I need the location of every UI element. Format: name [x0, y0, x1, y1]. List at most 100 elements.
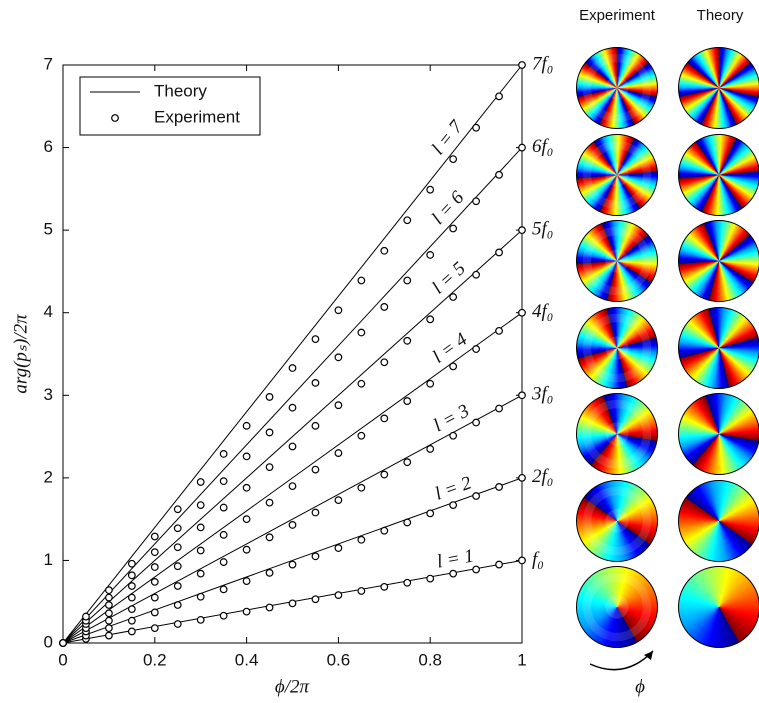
experiment-point: [357, 328, 366, 337]
theory-phase-map: [678, 133, 759, 216]
experiment-phase-map: [576, 220, 658, 302]
experiment-phase-map: [576, 479, 658, 562]
experiment-point: [426, 379, 435, 388]
experiment-point: [357, 276, 366, 285]
experiment-point: [426, 574, 435, 583]
end-label: f₀: [532, 549, 544, 570]
experiment-point: [311, 335, 320, 344]
experiment-point: [495, 326, 503, 335]
experiment-point: [242, 607, 251, 616]
experiment-point: [173, 505, 182, 514]
experiment-point: [311, 508, 320, 517]
experiment-phase-map: [576, 306, 658, 389]
experiment-point: [219, 585, 228, 594]
experiment-point: [380, 470, 389, 479]
y-tick-label: 2: [44, 467, 53, 486]
x-tick-label: 0: [58, 650, 67, 669]
end-label: 4f₀: [532, 301, 553, 322]
experiment-point: [495, 92, 503, 101]
x-tick-label: 1: [517, 650, 526, 669]
experiment-point: [403, 336, 412, 345]
experiment-point: [426, 315, 435, 324]
experiment-point: [334, 496, 343, 505]
experiment-point: [242, 577, 251, 585]
experiment-point: [472, 270, 481, 279]
experiment-point: [518, 143, 526, 152]
experiment-point: [196, 501, 205, 510]
experiment-point: [288, 442, 297, 451]
legend-marker: [111, 114, 119, 122]
theory-line: [62, 229, 523, 644]
experiment-point: [357, 431, 366, 440]
phi-label: ϕ: [635, 676, 645, 697]
experiment-point: [334, 353, 343, 362]
experiment-point: [104, 586, 113, 595]
experiment-point: [219, 530, 228, 539]
phi-arrowhead: [644, 651, 653, 660]
experiment-point: [242, 483, 251, 492]
line-label: l = 4: [429, 329, 472, 368]
experiment-point: [380, 414, 389, 423]
experiment-point: [196, 546, 205, 555]
experiment-point: [219, 558, 228, 566]
experiment-point: [150, 624, 159, 633]
experiment-point: [82, 612, 90, 621]
experiment-point: [265, 603, 274, 612]
experiment-point: [219, 477, 228, 486]
experiment-phase-map: [576, 133, 658, 216]
experiment-point: [518, 556, 526, 565]
experiment-point: [288, 560, 297, 569]
experiment-point: [472, 492, 481, 500]
experiment-point: [403, 578, 412, 587]
y-tick-label: 5: [44, 220, 53, 239]
experiment-point: [380, 358, 389, 367]
experiment-point: [495, 248, 503, 257]
experiment-point: [196, 615, 205, 624]
experiment-point: [518, 226, 526, 235]
theory-line: [62, 312, 523, 644]
experiment-point: [426, 251, 435, 259]
column-header: Experiment: [579, 7, 656, 24]
experiment-point: [173, 601, 182, 609]
end-label: 3f₀: [531, 384, 553, 405]
theory-line: [62, 64, 523, 644]
legend-box: [79, 76, 261, 136]
end-label: 7f₀: [532, 53, 553, 74]
phi-arrow: [589, 650, 654, 671]
experiment-point: [196, 523, 205, 532]
experiment-point: [334, 544, 343, 552]
experiment-point: [288, 364, 297, 372]
legend-label: Theory: [154, 81, 207, 100]
experiment-point: [472, 345, 481, 353]
experiment-point: [196, 592, 205, 601]
experiment-point: [150, 548, 159, 557]
experiment-point: [288, 482, 297, 491]
experiment-point: [449, 431, 458, 440]
experiment-point: [104, 616, 113, 625]
experiment-point: [380, 526, 389, 535]
experiment-point: [150, 532, 159, 541]
experiment-point: [242, 452, 251, 461]
experiment-point: [265, 428, 274, 437]
experiment-point: [127, 627, 136, 636]
experiment-point: [311, 465, 320, 474]
experiment-point: [127, 605, 136, 614]
experiment-point: [495, 170, 503, 179]
y-tick-label: 1: [44, 550, 53, 569]
x-axis-label: ϕ/2π: [275, 676, 310, 697]
experiment-point: [449, 501, 458, 510]
line-label: l = 6: [428, 187, 469, 229]
experiment-point: [518, 473, 526, 482]
experiment-point: [449, 362, 458, 371]
experiment-point: [104, 631, 113, 640]
experiment-point: [334, 591, 343, 600]
experiment-point: [495, 560, 503, 569]
experiment-point: [288, 521, 297, 529]
experiment-point: [288, 599, 297, 608]
experiment-point: [219, 611, 228, 620]
experiment-point: [265, 533, 274, 542]
experiment-point: [59, 639, 67, 647]
y-axis-label: arg(pₛ)/2π: [10, 314, 31, 394]
experiment-point: [311, 595, 320, 604]
